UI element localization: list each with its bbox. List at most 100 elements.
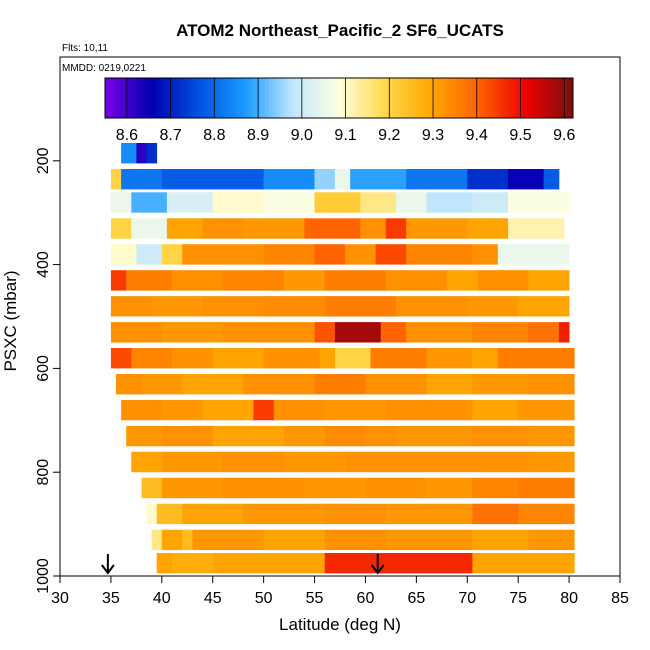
colorbar-swatch <box>569 78 574 118</box>
colorbar-tick-label: 9.4 <box>466 127 488 144</box>
heatmap-cell <box>528 425 575 447</box>
heatmap-cell <box>212 553 326 574</box>
colorbar-swatch <box>327 78 332 118</box>
colorbar-swatch <box>522 78 527 118</box>
heatmap-cell <box>110 244 137 265</box>
heatmap-cell <box>396 296 468 317</box>
colorbar-swatch <box>471 78 476 118</box>
heatmap-cell <box>243 218 305 239</box>
chart-title: ATOM2 Northeast_Pacific_2 SF6_UCATS <box>176 21 504 40</box>
heatmap-cell <box>304 218 361 239</box>
heatmap-cell <box>263 244 315 265</box>
heatmap-cell <box>263 192 315 213</box>
colorbar-swatch <box>456 78 461 118</box>
heatmap-cell <box>166 192 214 213</box>
colorbar-swatch <box>459 78 465 118</box>
colorbar-swatch <box>241 78 246 118</box>
heatmap-cell <box>156 503 183 525</box>
x-tick-label: 55 <box>306 590 324 607</box>
colorbar-swatch <box>249 78 254 118</box>
heatmap-cell <box>182 503 244 525</box>
colorbar-swatch <box>276 78 281 118</box>
colorbar-swatch <box>183 78 188 118</box>
colorbar-swatch <box>385 78 391 118</box>
heatmap-cell <box>558 322 570 343</box>
heatmap-cell <box>110 322 163 343</box>
heatmap-cell <box>406 218 468 239</box>
colorbar-swatch <box>417 78 422 118</box>
heatmap-cell <box>263 296 326 317</box>
heatmap-cell <box>126 270 173 291</box>
heatmap-cell <box>467 296 519 317</box>
colorbar-swatch <box>498 78 504 118</box>
heatmap-cell <box>518 296 570 317</box>
heatmap-cell <box>116 374 142 395</box>
heatmap-cell <box>472 529 529 551</box>
heatmap-cell <box>161 477 224 499</box>
heatmap-cell <box>472 348 499 369</box>
colorbar-swatch <box>553 78 558 118</box>
heatmap-cell <box>324 503 387 525</box>
colorbar-swatch <box>237 78 242 118</box>
colorbar-swatch <box>346 78 352 118</box>
colorbar-swatch <box>116 78 122 118</box>
heatmap-cell <box>543 169 560 190</box>
heatmap-cell <box>528 451 575 473</box>
heatmap-cell <box>110 169 122 190</box>
heatmap-cell <box>324 296 397 317</box>
colorbar-swatch <box>479 78 484 118</box>
colorbar-swatch <box>225 78 231 118</box>
colorbar-swatch <box>362 78 367 118</box>
heatmap-cell <box>385 399 473 421</box>
heatmap-cell <box>212 192 264 213</box>
colorbar-swatch <box>537 78 543 118</box>
heatmap-cell <box>161 399 203 421</box>
y-tick-label: 1000 <box>35 558 52 594</box>
x-tick-label: 45 <box>204 590 222 607</box>
heatmap-cell <box>284 425 326 447</box>
heatmap-cell <box>263 169 315 190</box>
heatmap-cell <box>131 218 168 239</box>
colorbar-swatch <box>112 78 118 118</box>
heatmap-cell <box>365 477 427 499</box>
y-tick-label: 600 <box>35 355 52 382</box>
heatmap-cell <box>406 169 468 190</box>
heatmap-cell <box>222 322 315 343</box>
colorbar-swatch <box>424 78 430 118</box>
colorbar-swatch <box>366 78 371 118</box>
colorbar-tick-label: 9.1 <box>334 127 356 144</box>
heatmap-cell <box>110 270 127 291</box>
heatmap-cell <box>314 374 366 395</box>
colorbar-swatch <box>487 78 492 118</box>
colorbar-tick-label: 8.6 <box>116 127 138 144</box>
colorbar-swatch <box>428 78 434 118</box>
colorbar-swatch <box>311 78 317 118</box>
colorbar-swatch <box>514 78 519 118</box>
colorbar-swatch <box>393 78 398 118</box>
colorbar-swatch <box>175 78 180 118</box>
heatmap-cell <box>314 244 346 265</box>
colorbar-tick-label: 9.6 <box>553 127 575 144</box>
heatmap-cell <box>406 322 473 343</box>
colorbar-swatch <box>108 78 114 118</box>
colorbar-swatch <box>444 78 449 118</box>
colorbar-swatch <box>136 78 141 118</box>
heatmap-cell <box>334 169 351 190</box>
y-tick-label: 800 <box>35 459 52 486</box>
heatmap-cell <box>172 348 214 369</box>
y-tick-label: 200 <box>35 147 52 174</box>
heatmap-cell <box>345 451 407 473</box>
heatmap-cell <box>161 425 214 447</box>
heatmap-cell <box>161 244 183 265</box>
heatmap-cell <box>172 270 224 291</box>
heatmap-cell <box>472 477 519 499</box>
heatmap-cell <box>360 192 397 213</box>
heatmap-cell <box>508 218 565 239</box>
heatmap-cell <box>182 374 244 395</box>
colorbar-swatch <box>420 78 426 118</box>
heatmap-cell <box>396 425 473 447</box>
heatmap-cell <box>518 399 575 421</box>
colorbar-swatch <box>378 78 383 118</box>
heatmap-cell <box>243 503 326 525</box>
heatmap-cell <box>518 477 575 499</box>
